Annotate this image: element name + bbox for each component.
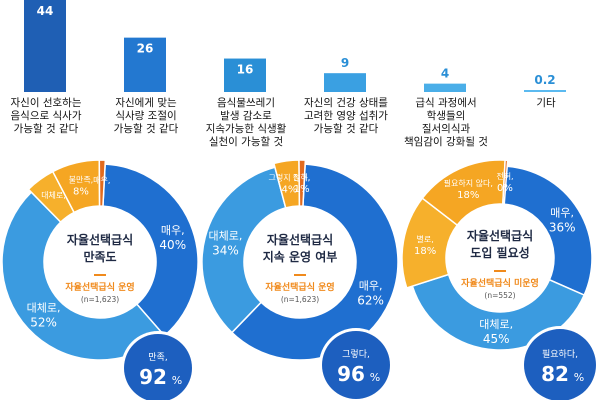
donut-slice-2 — [201, 166, 287, 334]
donut-sample-size: (n=1,623) — [281, 295, 319, 304]
donut-slice-name-1: 매우, — [161, 224, 185, 237]
bar-4 — [324, 73, 366, 92]
bar-category-label-5: 책임감이 강화될 것 — [404, 135, 488, 148]
donut-title-divider — [494, 270, 506, 272]
donut-slice-name-3: 대체로, — [41, 190, 66, 200]
bar-category-label-4: 고려한 영양 섭취가 — [304, 110, 388, 122]
donut-slice-1 — [502, 165, 593, 297]
bar-6 — [524, 90, 566, 92]
necessity-donut-chart: 매우,36% 대체로,45% 별로, 18% 필요하지 않다, 18% 전혀, 0% 자율선택급… — [401, 159, 599, 400]
donut-slice-value-1: 40% — [159, 238, 186, 252]
donut-subtitle: 자율선택급식 운영 — [265, 281, 334, 293]
donut-slice-5 — [502, 159, 509, 205]
donut-slice-value-2: 34% — [212, 244, 239, 258]
total-badge-value: 96 — [337, 362, 365, 386]
donut-title-line-1: 자율선택급식 — [467, 228, 533, 243]
donut-title-line-1: 자율선택급식 — [67, 232, 133, 247]
bar-category-label-6: 기타 — [536, 97, 556, 109]
total-badge — [124, 334, 192, 400]
bar-5 — [424, 83, 466, 92]
total-badge-unit: % — [172, 374, 182, 387]
bar-2 — [124, 37, 166, 92]
donut-slice-name-1: 매우, — [550, 207, 574, 220]
donut-slice-1 — [230, 163, 399, 361]
total-badge — [524, 329, 596, 400]
bar-category-label-3: 실천이 가능할 것 — [209, 136, 283, 148]
bar-category-label-2: 자신에게 맞는 — [115, 97, 177, 109]
bar-value-2: 26 — [137, 42, 154, 56]
donut-center — [448, 206, 552, 310]
bar-category-label-4: 자신의 건강 상태를 — [304, 97, 388, 109]
donut-slice-name-2: 대체로, — [27, 301, 61, 314]
bar-value-4: 9 — [341, 56, 349, 70]
donut-slice-value-4: 8% — [73, 186, 89, 197]
bar-value-3: 16 — [237, 63, 254, 77]
bar-value-6: 0.2 — [534, 73, 555, 87]
bar-category-label-5: 급식 과정에서 — [415, 97, 476, 109]
bar-category-label-3: 지속가능한 식생활 — [206, 122, 287, 135]
donut-slice-name-1: 매우, — [359, 280, 383, 293]
bar-category-label-4: 가능할 것 같다 — [314, 123, 379, 135]
bar-category-label-2: 식사량 조절이 — [115, 109, 176, 122]
bar-category-label-1: 자신이 선호하는 — [11, 96, 82, 109]
bar-category-label-5: 질서의식과 — [422, 123, 471, 135]
donut-slice-value-3: 18% — [414, 246, 436, 257]
bar-value-5: 4 — [441, 67, 449, 81]
donut-sample-size: (n=552) — [484, 291, 515, 300]
donut-title-divider — [94, 274, 106, 276]
donut-slice-name-3: 별로, — [417, 234, 434, 244]
bar-category-label-3: 발생 감소로 — [220, 110, 272, 122]
donut-title-line-2: 도입 필요성 — [470, 245, 529, 260]
donut-slice-1 — [102, 163, 199, 337]
total-badge-unit: % — [574, 371, 584, 384]
donut-title-divider — [294, 274, 306, 276]
donut-slice-value-2: 52% — [30, 315, 57, 329]
total-badge-unit: % — [370, 371, 380, 384]
bar-category-label-3: 음식물쓰레기 — [217, 97, 275, 109]
bar-value-1: 44 — [37, 4, 54, 18]
donut-title-line-2: 만족도 — [83, 249, 116, 264]
donut-slice-value-2: 45% — [483, 332, 510, 346]
total-badge-label: 만족, — [148, 352, 167, 363]
donut-slice-name-5: 매우, — [93, 176, 110, 185]
bar-category-label-1: 가능할 것 같다 — [14, 123, 79, 135]
total-badge-value: 82 — [541, 362, 569, 386]
donut-slice-4 — [298, 159, 307, 207]
bar-category-label-5: 학생들의 — [427, 110, 466, 122]
total-badge-label: 그렇다, — [342, 349, 370, 360]
bar-category-label-1: 음식으로 식사가 — [11, 110, 82, 122]
donut-slice-value-5: 0% — [497, 183, 513, 194]
donut-subtitle: 자율선택급식 미운영 — [461, 277, 539, 289]
donut-slice-value-4: 18% — [457, 190, 479, 201]
donut-slice-2 — [1, 191, 166, 361]
donut-slice-name-3: 그렇지 않다, — [268, 173, 310, 183]
donut-slice-value-3: 4% — [281, 185, 297, 196]
donut-center — [246, 208, 354, 316]
donut-slice-name-2: 대체로, — [209, 230, 243, 243]
donut-slice-value-1: 62% — [357, 294, 384, 308]
donut-slice-name-4: 필요하지 않다, — [444, 178, 493, 188]
bar-3 — [224, 58, 266, 92]
bar-1 — [24, 0, 66, 92]
donut-title-line-2: 지속 운영 여부 — [263, 249, 338, 264]
donut-slice-value-4: 1% — [294, 184, 310, 195]
donut-sample-size: (n=1,623) — [81, 295, 119, 304]
donut-subtitle: 자율선택급식 운영 — [65, 281, 134, 293]
donut-slice-name-4: 전혀, — [293, 172, 310, 182]
total-badge — [322, 331, 390, 399]
bar-category-label-2: 가능할 것 같다 — [114, 123, 179, 135]
donut-slice-name-2: 대체로, — [479, 318, 513, 331]
donut-slice-5 — [98, 159, 107, 207]
total-badge-value: 92 — [139, 365, 167, 389]
donut-slice-value-1: 36% — [549, 221, 576, 235]
total-badge-label: 필요하다, — [542, 348, 578, 360]
donut-title-line-1: 자율선택급식 — [267, 232, 333, 247]
donut-slice-name-5: 전혀, — [496, 171, 513, 181]
satisfaction-donut-chart: 매우,40%대체로,52%대체로,불만족,8%매우,자율선택급식만족도자율선택급… — [1, 159, 199, 400]
donut-slice-name-4: 불만족, — [69, 174, 94, 184]
donut-center — [46, 208, 154, 316]
